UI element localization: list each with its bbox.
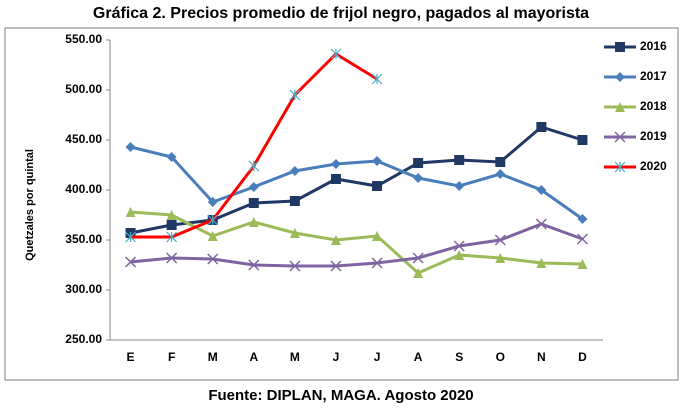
x-tick-label: M [290, 350, 300, 364]
y-tick-label: 450.00 [65, 132, 102, 146]
data-point [412, 252, 424, 264]
data-point [166, 231, 178, 243]
series-line [130, 145, 584, 221]
data-point [166, 210, 177, 220]
x-tick-label: M [208, 350, 218, 364]
data-point [536, 258, 547, 268]
data-point [289, 260, 301, 272]
data-point [372, 231, 383, 241]
data-point [577, 135, 588, 145]
x-tick-label: N [537, 350, 546, 364]
x-tick-label: J [374, 350, 381, 364]
chart-border [4, 27, 679, 381]
data-point [166, 152, 177, 162]
data-point [248, 217, 259, 227]
data-point [494, 234, 506, 246]
data-point [371, 257, 383, 269]
data-point [495, 157, 506, 167]
data-point [207, 231, 218, 241]
x-tick-label: J [333, 350, 340, 364]
data-point [248, 182, 259, 192]
x-tick-label: A [249, 350, 258, 364]
chart-title: Gráfica 2. Precios promedio de frijol ne… [93, 5, 589, 22]
data-point [125, 231, 136, 243]
y-tick-label: 350.00 [65, 232, 102, 246]
data-point [330, 159, 341, 169]
data-point [413, 173, 424, 183]
data-point [166, 252, 178, 264]
series-line [130, 222, 583, 268]
series-line [130, 210, 583, 275]
x-tick-label: A [414, 350, 423, 364]
data-point [207, 197, 218, 207]
footer: Fuente: DIPLAN, MAGA. Agosto 2020 [208, 387, 473, 404]
data-point [125, 207, 136, 217]
legend-label: 2019 [640, 129, 667, 143]
data-point [125, 256, 137, 268]
series-line [130, 52, 378, 239]
data-point [248, 160, 260, 172]
data-point [577, 214, 588, 224]
data-point [535, 218, 547, 230]
legend-marker [614, 131, 626, 143]
data-point [207, 214, 219, 226]
y-axis-label: Quetzales por quintal [24, 149, 36, 261]
data-point [536, 185, 547, 195]
x-tick-label: F [168, 350, 175, 364]
data-point [495, 169, 506, 179]
y-tick-label: 550.00 [65, 32, 102, 46]
y-tick-label: 300.00 [65, 282, 102, 296]
data-point [413, 268, 424, 278]
data-point [289, 166, 300, 176]
data-point [125, 142, 136, 152]
y-tick-label: 400.00 [65, 182, 102, 196]
data-point [289, 228, 300, 238]
x-tick-label: S [455, 350, 463, 364]
data-point [330, 235, 341, 245]
data-point [536, 122, 547, 132]
y-tick-label: 250.00 [65, 332, 102, 346]
legend-label: 2020 [640, 159, 667, 173]
data-point [372, 181, 383, 191]
legend-marker [614, 161, 626, 173]
y-tick-label: 500.00 [65, 82, 102, 96]
data-point [495, 253, 506, 263]
data-point [454, 155, 465, 165]
data-point [248, 259, 260, 271]
data-point [166, 220, 177, 230]
legend-marker [615, 42, 625, 52]
data-point [454, 181, 465, 191]
legend-label: 2016 [640, 39, 667, 53]
data-point [454, 250, 465, 260]
data-point [371, 73, 383, 85]
data-point [372, 156, 383, 166]
legend-label: 2017 [640, 69, 667, 83]
data-point [330, 48, 342, 60]
data-point [289, 196, 300, 206]
x-tick-label: E [127, 350, 135, 364]
data-point [248, 198, 259, 208]
legend-marker [615, 72, 625, 82]
x-tick-label: O [496, 350, 505, 364]
legend-marker [615, 102, 625, 112]
data-point [330, 260, 342, 272]
x-tick-label: D [578, 350, 587, 364]
series-line [130, 125, 583, 235]
data-point [576, 233, 588, 245]
data-point [413, 158, 424, 168]
data-point [207, 253, 219, 265]
data-point [330, 174, 341, 184]
data-point [289, 89, 301, 101]
legend-label: 2018 [640, 99, 667, 113]
data-point [453, 240, 465, 252]
data-point [577, 259, 588, 269]
